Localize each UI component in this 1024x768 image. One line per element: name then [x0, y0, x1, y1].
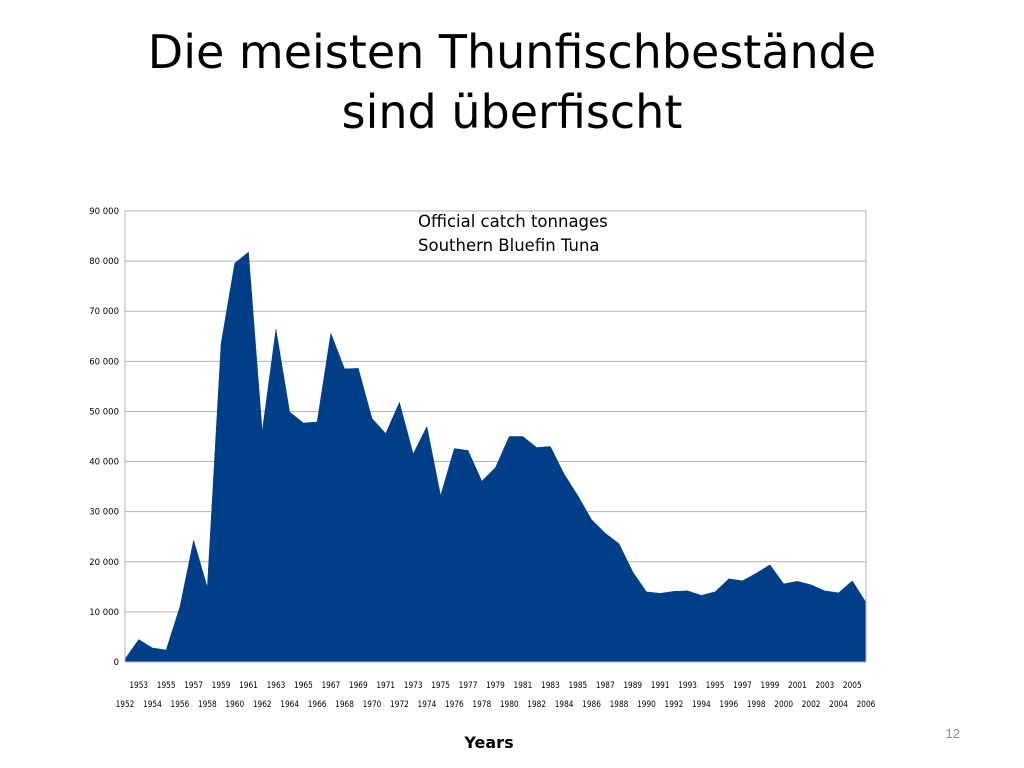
- x-tick-label: 1985: [568, 679, 587, 690]
- x-tick-labels: 1952 1953 1954 1955 1956 1957 1958 1959 1960 1961…: [116, 679, 876, 709]
- x-axis-title: Years: [463, 733, 513, 752]
- x-tick-label: 2001: [788, 679, 807, 690]
- x-tick-label: 1984: [555, 698, 574, 709]
- x-tick-label: 1975: [431, 679, 450, 690]
- x-tick-label: 1966: [308, 698, 327, 709]
- x-tick-label: 2003: [815, 679, 834, 690]
- x-tick-label: 1988: [610, 698, 629, 709]
- y-tick-label: 60 000: [89, 357, 119, 367]
- x-tick-label: 1959: [212, 679, 231, 690]
- x-tick-label: 1997: [733, 679, 752, 690]
- x-tick-label: 2006: [857, 698, 876, 709]
- plot-area: [124, 251, 867, 663]
- x-tick-label: 1980: [500, 698, 519, 709]
- x-tick-label: 1956: [171, 698, 190, 709]
- x-tick-label: 1961: [239, 679, 258, 690]
- x-tick-label: 1982: [527, 698, 546, 709]
- x-tick-label: 1994: [692, 698, 711, 709]
- x-tick-label: 1955: [157, 679, 176, 690]
- x-tick-label: 1977: [459, 679, 478, 690]
- x-tick-label: 1993: [678, 679, 697, 690]
- x-tick-label: 1987: [596, 679, 615, 690]
- x-tick-label: 1986: [582, 698, 601, 709]
- x-tick-label: 1991: [651, 679, 670, 690]
- axes: [124, 210, 867, 663]
- x-tick-label: 2004: [829, 698, 848, 709]
- x-tick-label: 1967: [321, 679, 340, 690]
- x-tick-label: 1957: [184, 679, 203, 690]
- y-tick-label: 20 000: [89, 558, 119, 568]
- x-tick-label: 1973: [404, 679, 423, 690]
- x-tick-label: 1965: [294, 679, 313, 690]
- x-tick-label: 1979: [486, 679, 505, 690]
- y-tick-label: 70 000: [89, 307, 119, 317]
- y-tick-label: 30 000: [89, 508, 119, 518]
- y-tick-label: 50 000: [89, 407, 119, 417]
- slide-title-line2: sind überfischt: [341, 85, 683, 139]
- x-tick-label: 2000: [774, 698, 793, 709]
- y-tick-label: 90 000: [89, 207, 119, 217]
- x-tick-label: 1981: [514, 679, 533, 690]
- y-tick-label: 40 000: [89, 458, 119, 468]
- slide-title-line1: Die meisten Thunfischbestände: [147, 25, 877, 79]
- x-tick-label: 1964: [280, 698, 299, 709]
- x-tick-label: 1978: [472, 698, 491, 709]
- x-tick-label: 1960: [225, 698, 244, 709]
- x-tick-label: 1963: [267, 679, 286, 690]
- y-tick-labels: 0 10 000 20 000 30 000 40 000 50 000 60 000 70 …: [89, 207, 119, 668]
- x-tick-label: 1969: [349, 679, 368, 690]
- x-tick-label: 1952: [116, 698, 135, 709]
- x-tick-label: 1954: [143, 698, 162, 709]
- x-tick-label: 1995: [706, 679, 725, 690]
- x-tick-label: 2005: [843, 679, 862, 690]
- slide-title: Die meisten Thunfischbestände sind überf…: [0, 22, 1024, 142]
- area-series: [124, 251, 867, 663]
- slide-number: 12: [945, 726, 960, 741]
- x-tick-label: 1970: [363, 698, 382, 709]
- x-tick-label: 1971: [376, 679, 395, 690]
- chart-annotation-line1: Official catch tonnages: [418, 212, 608, 231]
- x-tick-label: 2002: [802, 698, 821, 709]
- x-tick-label: 1962: [253, 698, 272, 709]
- x-tick-label: 1974: [418, 698, 437, 709]
- chart-annotation-line2: Southern Bluefin Tuna: [418, 236, 600, 255]
- x-tick-label: 1989: [623, 679, 642, 690]
- x-tick-label: 1972: [390, 698, 409, 709]
- x-tick-label: 1999: [761, 679, 780, 690]
- x-tick-label: 1998: [747, 698, 766, 709]
- x-tick-label: 1958: [198, 698, 217, 709]
- x-tick-label: 1983: [541, 679, 560, 690]
- y-tick-label: 0: [114, 658, 119, 668]
- x-tick-label: 1953: [129, 679, 148, 690]
- x-tick-label: 1976: [445, 698, 464, 709]
- x-tick-label: 1992: [665, 698, 684, 709]
- x-tick-label: 1996: [719, 698, 738, 709]
- y-tick-label: 80 000: [89, 257, 119, 267]
- x-tick-label: 1968: [335, 698, 354, 709]
- x-tick-label: 1990: [637, 698, 656, 709]
- y-tick-label: 10 000: [89, 608, 119, 618]
